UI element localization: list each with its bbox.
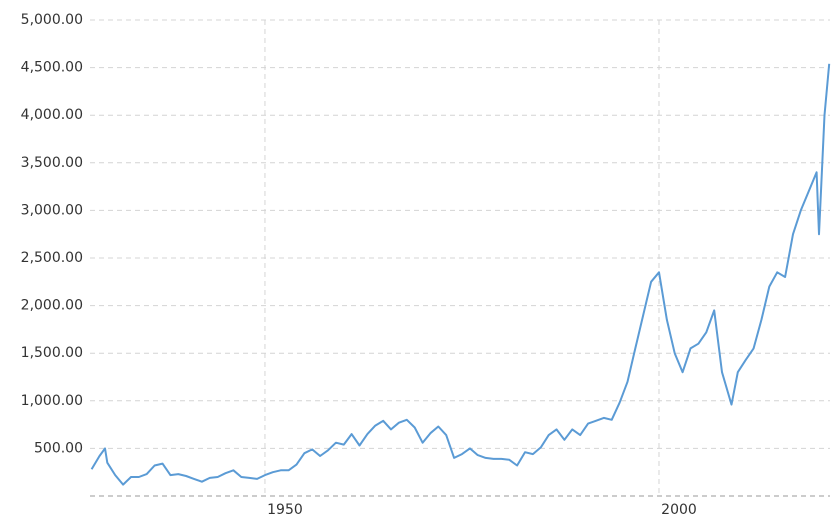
x-tick-label: 1950 — [267, 502, 303, 518]
y-tick-label: 5,000.00 — [21, 12, 83, 28]
x-tick-label: 2000 — [661, 502, 697, 518]
y-tick-label: 2,000.00 — [21, 298, 83, 314]
y-tick-label: 4,000.00 — [21, 107, 83, 123]
y-tick-label: 4,500.00 — [21, 60, 83, 76]
y-tick-label: 2,500.00 — [21, 250, 83, 266]
y-tick-label: 3,500.00 — [21, 155, 83, 171]
y-tick-label: 3,000.00 — [21, 202, 83, 218]
y-tick-label: 500.00 — [34, 440, 83, 456]
y-tick-label: 1,500.00 — [21, 345, 83, 361]
y-tick-label: 1,000.00 — [21, 393, 83, 409]
data-line — [90, 63, 831, 486]
